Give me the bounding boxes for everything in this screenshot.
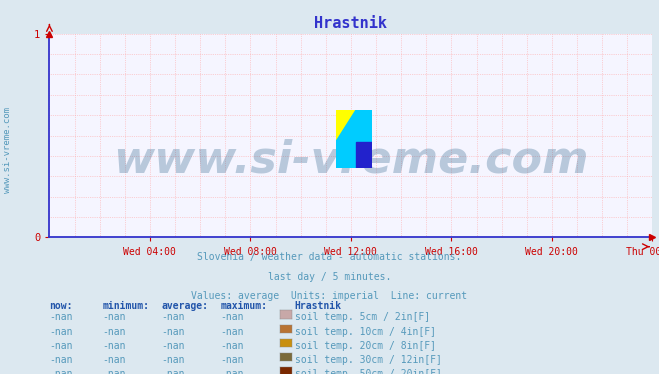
Text: -nan: -nan xyxy=(102,312,126,322)
Text: soil temp. 50cm / 20in[F]: soil temp. 50cm / 20in[F] xyxy=(295,369,442,374)
Text: soil temp. 20cm / 8in[F]: soil temp. 20cm / 8in[F] xyxy=(295,341,436,351)
Text: -nan: -nan xyxy=(102,341,126,351)
Text: Slovenia / weather data - automatic stations.: Slovenia / weather data - automatic stat… xyxy=(197,252,462,263)
Text: -nan: -nan xyxy=(221,369,244,374)
Text: soil temp. 30cm / 12in[F]: soil temp. 30cm / 12in[F] xyxy=(295,355,442,365)
Text: -nan: -nan xyxy=(221,327,244,337)
Title: Hrastnik: Hrastnik xyxy=(314,16,387,31)
Text: www.si-vreme.com: www.si-vreme.com xyxy=(113,138,588,181)
Text: -nan: -nan xyxy=(221,312,244,322)
Text: soil temp. 5cm / 2in[F]: soil temp. 5cm / 2in[F] xyxy=(295,312,430,322)
Polygon shape xyxy=(336,110,356,142)
Text: minimum:: minimum: xyxy=(102,301,149,311)
Text: soil temp. 10cm / 4in[F]: soil temp. 10cm / 4in[F] xyxy=(295,327,436,337)
Text: -nan: -nan xyxy=(161,369,185,374)
Text: last day / 5 minutes.: last day / 5 minutes. xyxy=(268,272,391,282)
Text: www.si-vreme.com: www.si-vreme.com xyxy=(3,107,13,193)
Text: -nan: -nan xyxy=(221,341,244,351)
Text: -nan: -nan xyxy=(49,355,73,365)
Text: -nan: -nan xyxy=(49,369,73,374)
Text: -nan: -nan xyxy=(102,369,126,374)
Text: now:: now: xyxy=(49,301,73,311)
Text: -nan: -nan xyxy=(161,327,185,337)
Text: -nan: -nan xyxy=(49,312,73,322)
Text: maximum:: maximum: xyxy=(221,301,268,311)
Text: Hrastnik: Hrastnik xyxy=(295,301,341,311)
Polygon shape xyxy=(336,110,372,168)
Text: -nan: -nan xyxy=(102,355,126,365)
Text: Values: average  Units: imperial  Line: current: Values: average Units: imperial Line: cu… xyxy=(191,291,468,301)
Text: -nan: -nan xyxy=(49,327,73,337)
Polygon shape xyxy=(356,142,372,168)
Text: average:: average: xyxy=(161,301,208,311)
Text: -nan: -nan xyxy=(161,341,185,351)
Text: -nan: -nan xyxy=(161,355,185,365)
Text: -nan: -nan xyxy=(221,355,244,365)
Text: -nan: -nan xyxy=(49,341,73,351)
Text: -nan: -nan xyxy=(161,312,185,322)
Text: -nan: -nan xyxy=(102,327,126,337)
